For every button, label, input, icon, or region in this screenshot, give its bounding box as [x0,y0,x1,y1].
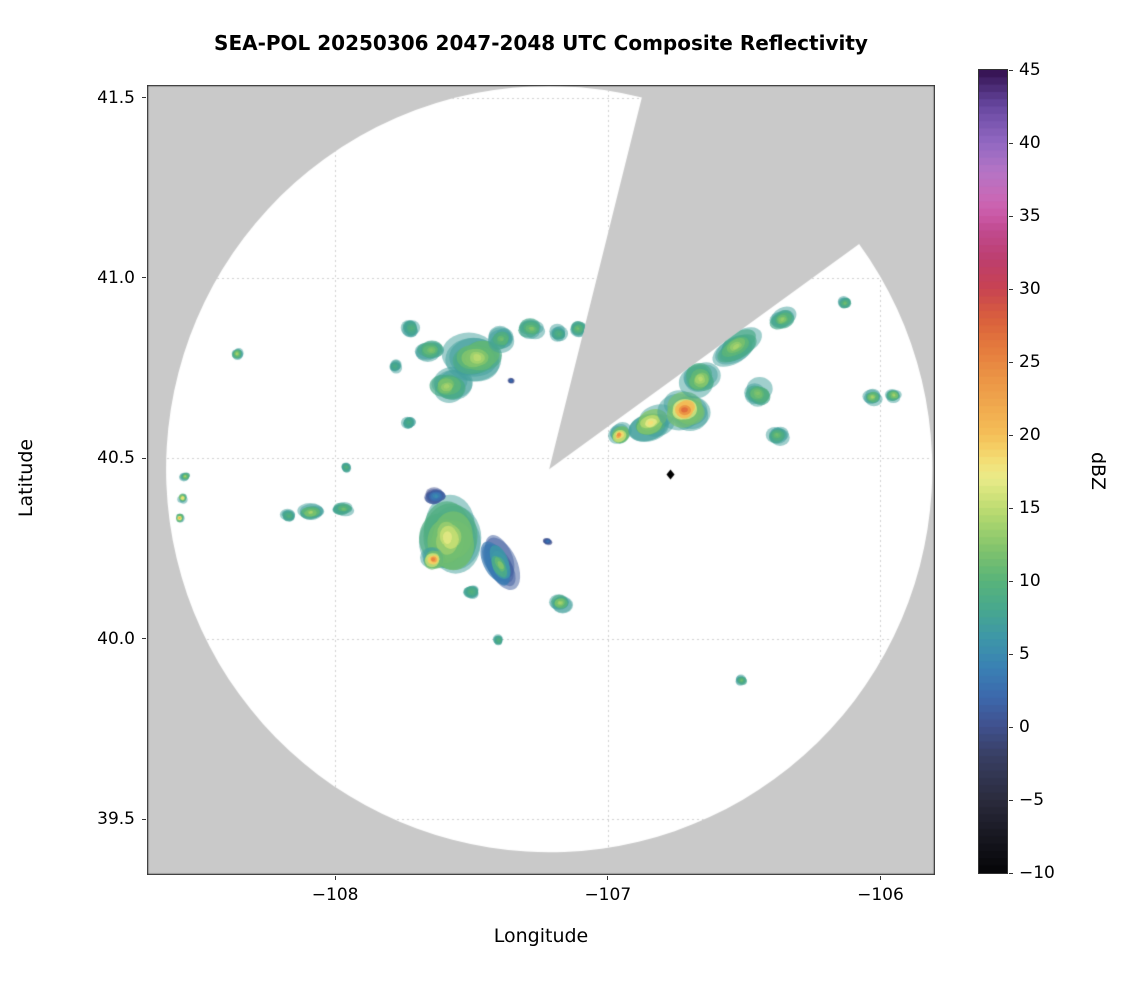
y-tick-label: 39.5 [97,809,135,830]
x-tick-label: −108 [311,885,359,905]
colorbar-tick-mark [1009,580,1013,582]
colorbar-tick-label: 20 [1019,425,1041,445]
colorbar-tick-mark [1009,361,1013,363]
colorbar-tick-mark [1009,215,1013,217]
colorbar-tick-mark [1009,142,1013,144]
colorbar-tick-mark [1009,434,1013,436]
radar-plot-canvas [147,85,935,875]
colorbar-tick-label: 10 [1019,571,1041,591]
y-tick-label: 41.5 [97,87,135,108]
colorbar-tick-mark [1009,69,1013,71]
y-tick-mark [142,638,146,640]
x-tick-mark [334,876,336,880]
y-tick-label: 40.0 [97,628,135,649]
chart-title: SEA-POL 20250306 2047-2048 UTC Composite… [214,31,868,55]
colorbar-label: dBZ [1087,451,1109,491]
colorbar-tick-label: 45 [1019,60,1041,80]
y-tick-mark [142,97,146,99]
colorbar-tick-label: 35 [1019,206,1041,226]
y-tick-mark [142,277,146,279]
x-tick-label: −107 [584,885,632,905]
colorbar-tick-mark [1009,726,1013,728]
colorbar-tick-mark [1009,872,1013,874]
colorbar-tick-mark [1009,288,1013,290]
x-tick-mark [607,876,609,880]
y-tick-label: 41.0 [97,267,135,288]
y-tick-mark [142,818,146,820]
colorbar-tick-mark [1009,653,1013,655]
colorbar-tick-label: 5 [1019,644,1030,664]
colorbar-tick-label: 30 [1019,279,1041,299]
y-tick-mark [142,457,146,459]
colorbar-tick-label: 40 [1019,133,1041,153]
colorbar-tick-mark [1009,799,1013,801]
colorbar-tick-label: 15 [1019,498,1041,518]
x-tick-mark [879,876,881,880]
x-tick-label: −106 [857,885,904,905]
y-axis-label: Latitude [15,438,37,518]
colorbar-tick-label: −5 [1019,790,1045,810]
colorbar-tick-label: 0 [1019,717,1030,737]
x-axis-label: Longitude [493,925,589,947]
colorbar-tick-label: 25 [1019,352,1041,372]
y-tick-label: 40.5 [97,448,135,469]
colorbar-tick-mark [1009,507,1013,509]
colorbar-tick-label: −10 [1019,863,1055,883]
colorbar [978,69,1008,874]
